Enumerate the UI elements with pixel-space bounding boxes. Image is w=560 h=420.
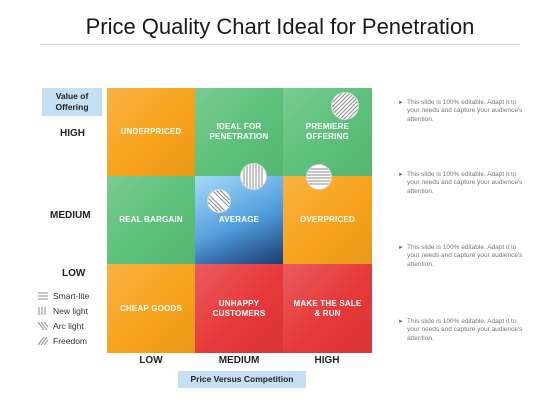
cell-label: PREMIERE OFFERING bbox=[305, 122, 350, 141]
legend-item-arc-light: Arc light bbox=[38, 321, 84, 331]
legend-label: New light bbox=[53, 306, 88, 316]
arrow-icon: ► bbox=[398, 245, 404, 251]
cell-label: REAL BARGAIN bbox=[119, 215, 183, 224]
backslash-lines-icon bbox=[38, 322, 48, 330]
cell-label: UNHAPPY CUSTOMERS bbox=[212, 298, 266, 318]
y-tick-high: HIGH bbox=[60, 128, 85, 139]
cell-label: AVERAGE bbox=[218, 215, 260, 224]
cell-label: IDEAL FOR PENETRATION bbox=[209, 122, 269, 141]
arrow-icon: ► bbox=[398, 100, 404, 106]
legend-item-new-light: New light bbox=[38, 306, 88, 316]
x-tick-high: HIGH bbox=[314, 355, 340, 366]
cell-label: MAKE THE SALE & RUN bbox=[293, 298, 362, 318]
note-4: ► This slide is 100% editable. Adapt it … bbox=[398, 318, 528, 343]
note-text: This slide is 100% editable. Adapt it to… bbox=[407, 318, 523, 342]
legend-label: Freedom bbox=[53, 336, 88, 346]
cell-label: UNDERPRICED bbox=[120, 127, 182, 136]
horizontal-lines-icon bbox=[307, 165, 331, 189]
x-tick-low: LOW bbox=[139, 355, 163, 366]
legend-label: Smart-lite bbox=[53, 291, 90, 301]
horizontal-lines-icon bbox=[38, 292, 48, 300]
note-text: This slide is 100% editable. Adapt it to… bbox=[407, 99, 523, 123]
note-1: ► This slide is 100% editable. Adapt it … bbox=[398, 99, 528, 124]
cell-cheap-goods: CHEAP GOODS bbox=[107, 264, 195, 353]
vertical-lines-icon bbox=[38, 307, 46, 315]
cell-overpriced: OVERPRICED bbox=[283, 176, 372, 264]
page-title: Price Quality Chart Ideal for Penetratio… bbox=[85, 14, 475, 39]
note-text: This slide is 100% editable. Adapt it to… bbox=[407, 244, 523, 268]
cell-unhappy-customers: UNHAPPY CUSTOMERS bbox=[195, 264, 283, 353]
quadrant-grid: UNDERPRICED IDEAL FOR PENETRATION PREMIE… bbox=[107, 88, 372, 353]
legend-label: Arc light bbox=[53, 321, 84, 331]
note-2: ► This slide is 100% editable. Adapt it … bbox=[398, 171, 528, 196]
arrow-icon: ► bbox=[398, 172, 404, 178]
cell-ideal-for-penetration: IDEAL FOR PENETRATION bbox=[195, 88, 283, 176]
cell-average: AVERAGE bbox=[195, 176, 283, 264]
slash-lines-icon bbox=[38, 337, 48, 345]
cell-make-the-sale-and-run: MAKE THE SALE & RUN bbox=[283, 264, 372, 353]
slash-lines-icon bbox=[332, 93, 358, 119]
vertical-lines-icon bbox=[241, 164, 266, 189]
backslash-lines-icon bbox=[208, 190, 230, 212]
y-tick-low: LOW bbox=[62, 268, 86, 279]
cell-underpriced: UNDERPRICED bbox=[107, 88, 195, 176]
cell-label: OVERPRICED bbox=[300, 215, 355, 224]
legend-item-freedom: Freedom bbox=[38, 336, 87, 346]
legend-item-smart-lite: Smart-lite bbox=[38, 291, 89, 301]
arrow-icon: ► bbox=[398, 319, 404, 325]
x-axis-label: Price Versus Competition bbox=[178, 371, 306, 388]
x-tick-medium: MEDIUM bbox=[218, 355, 260, 366]
note-3: ► This slide is 100% editable. Adapt it … bbox=[398, 244, 528, 269]
title-divider bbox=[40, 44, 520, 45]
cell-premiere-offering: PREMIERE OFFERING bbox=[283, 88, 372, 176]
cell-real-bargain: REAL BARGAIN bbox=[107, 176, 195, 264]
note-text: This slide is 100% editable. Adapt it to… bbox=[407, 171, 523, 195]
y-tick-medium: MEDIUM bbox=[50, 210, 91, 221]
y-axis-label: Value of Offering bbox=[42, 88, 102, 116]
cell-label: CHEAP GOODS bbox=[119, 303, 183, 313]
